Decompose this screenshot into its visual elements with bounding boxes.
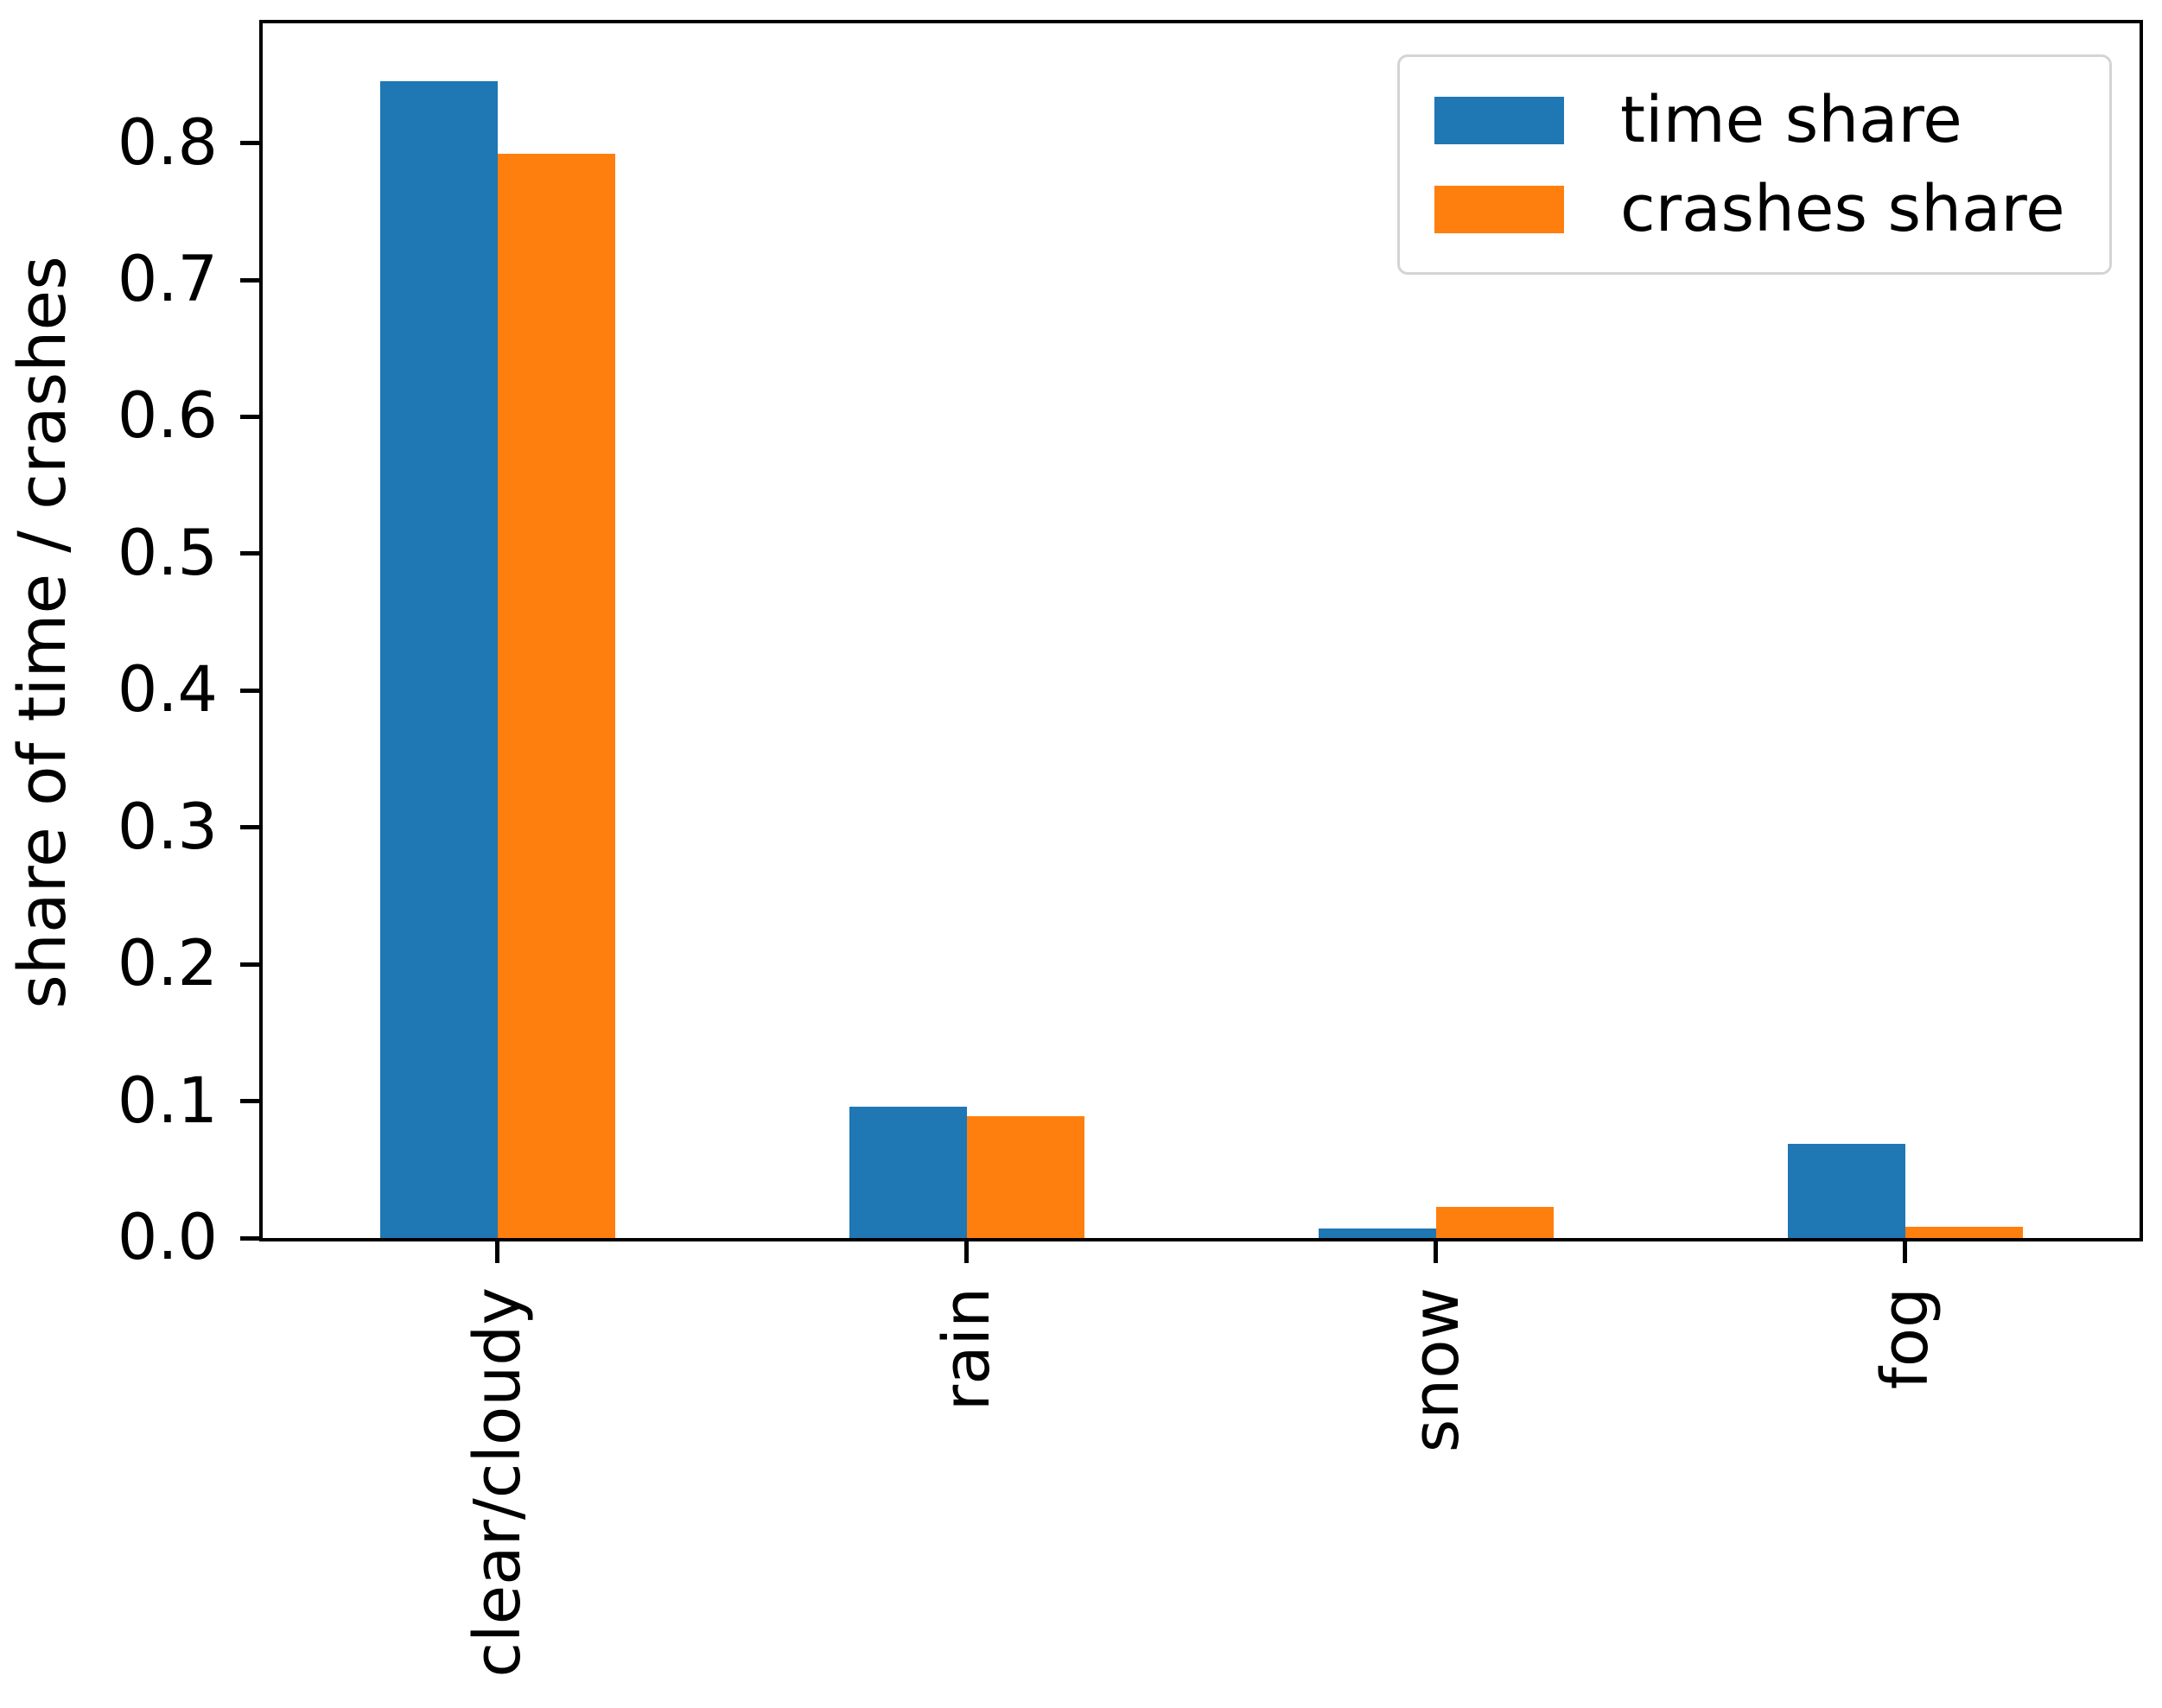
bar-crashes-share-rain [967, 1116, 1084, 1238]
legend-item-time-share: time share [1434, 86, 2075, 155]
legend-swatch-crashes-share [1434, 185, 1564, 233]
x-tick-label-rain: rain [929, 1287, 1004, 1412]
x-tick-mark [1434, 1241, 1438, 1263]
y-axis-label: share of time / crashes [3, 256, 80, 1009]
y-tick-label: 0.1 [117, 1064, 218, 1138]
x-tick-label-clear-cloudy: clear/cloudy [460, 1287, 535, 1678]
x-tick-mark [1903, 1241, 1907, 1263]
legend-label-time-share: time share [1620, 83, 1962, 157]
y-tick-label: 0.7 [117, 243, 218, 317]
y-tick-mark [240, 1099, 259, 1104]
y-tick-mark [240, 141, 259, 146]
x-tick-label-fog: fog [1867, 1287, 1943, 1390]
y-tick-label: 0.6 [117, 379, 218, 454]
bar-crashes-share-fog [1905, 1227, 2023, 1238]
y-tick-mark [240, 688, 259, 693]
legend: time share crashes share [1397, 54, 2112, 275]
bar-time-share-rain [849, 1107, 967, 1238]
y-tick-label: 0.0 [117, 1201, 218, 1274]
y-tick-label: 0.2 [117, 927, 218, 1001]
y-tick-mark [240, 277, 259, 283]
y-tick-mark [240, 825, 259, 830]
x-tick-mark [495, 1241, 499, 1263]
y-tick-mark [240, 962, 259, 967]
bar-crashes-share-snow [1436, 1207, 1554, 1238]
bar-time-share-fog [1788, 1144, 1905, 1238]
bar-time-share-clear-cloudy [380, 81, 498, 1238]
bar-time-share-snow [1319, 1229, 1436, 1238]
bar-crashes-share-clear-cloudy [498, 154, 615, 1238]
y-tick-label: 0.8 [117, 105, 218, 180]
y-tick-mark [240, 1235, 259, 1241]
y-tick-mark [240, 551, 259, 556]
legend-item-crashes-share: crashes share [1434, 175, 2075, 244]
y-tick-label: 0.3 [117, 790, 218, 864]
y-tick-mark [240, 414, 259, 419]
x-tick-mark [964, 1241, 969, 1263]
legend-label-crashes-share: crashes share [1620, 172, 2065, 246]
x-tick-label-snow: snow [1398, 1287, 1473, 1453]
y-tick-label: 0.4 [117, 653, 218, 727]
y-tick-label: 0.5 [117, 516, 218, 590]
legend-swatch-time-share [1434, 96, 1564, 144]
